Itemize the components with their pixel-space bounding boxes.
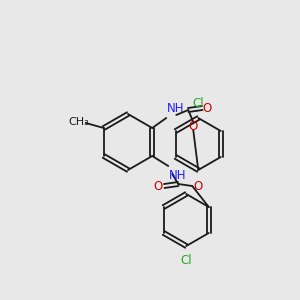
Text: O: O (194, 179, 203, 193)
Text: O: O (202, 101, 212, 115)
Text: NH: NH (167, 102, 185, 115)
Text: O: O (154, 179, 163, 193)
Text: Cl: Cl (192, 97, 204, 110)
Text: NH: NH (169, 169, 187, 182)
Text: Cl: Cl (180, 254, 192, 267)
Text: CH₃: CH₃ (68, 117, 89, 127)
Text: O: O (189, 121, 198, 134)
